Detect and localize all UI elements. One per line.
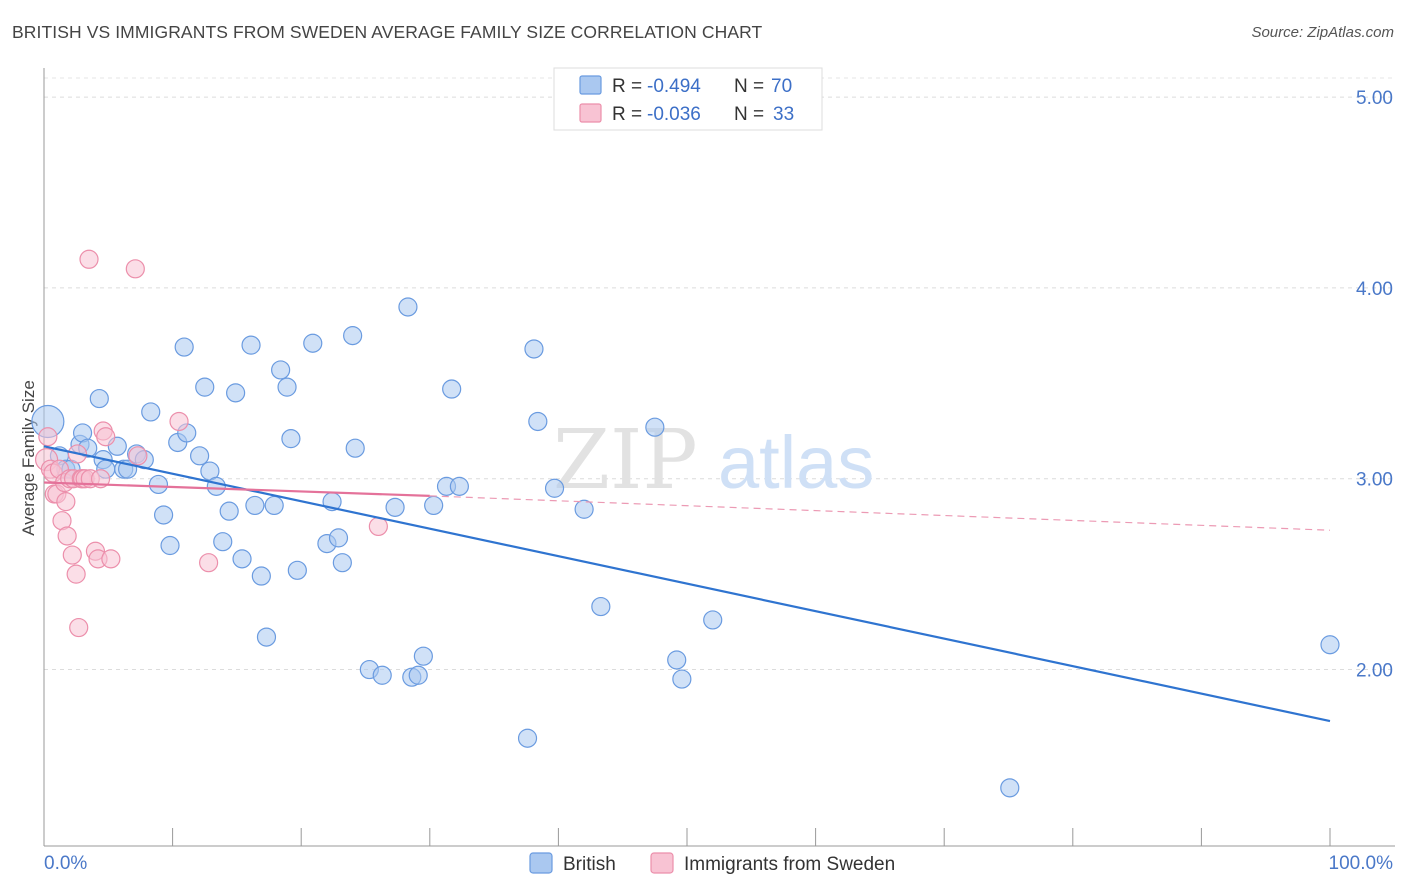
point-british-63 xyxy=(645,417,665,437)
trend-line-sweden xyxy=(43,481,430,497)
point-british-36 xyxy=(277,377,297,397)
source-credit: Source: ZipAtlas.com xyxy=(1251,24,1394,41)
point-british-58 xyxy=(524,339,544,359)
point-british-17 xyxy=(153,505,174,525)
point-british-48 xyxy=(385,497,405,517)
legend-n-label-british: N = xyxy=(734,76,764,97)
point-british-20 xyxy=(174,337,194,357)
point-british-30 xyxy=(241,335,261,355)
point-british-56 xyxy=(449,476,469,496)
point-sweden-14 xyxy=(66,564,86,584)
point-sweden-28 xyxy=(125,259,145,279)
point-british-34 xyxy=(264,495,284,516)
x-tick-label-max: 100.0% xyxy=(1329,853,1394,874)
point-sweden-26 xyxy=(96,427,116,447)
point-british-66 xyxy=(703,610,723,630)
series-legend-sweden: Immigrants from Sweden xyxy=(684,854,895,875)
point-sweden-24 xyxy=(90,469,111,489)
gridlines xyxy=(44,77,1395,671)
legend-r-value-sweden: -0.036 xyxy=(647,104,701,125)
point-british-68 xyxy=(1320,635,1340,655)
point-sweden-1 xyxy=(38,427,58,447)
point-british-22 xyxy=(190,446,210,466)
point-british-38 xyxy=(287,560,307,580)
data-points xyxy=(31,249,1340,798)
chart-title: BRITISH VS IMMIGRANTS FROM SWEDEN AVERAG… xyxy=(12,22,763,42)
y-tick-labels: 2.00 3.00 4.00 5.00 xyxy=(1356,88,1393,681)
point-british-61 xyxy=(574,499,594,519)
point-british-42 xyxy=(328,528,349,548)
correlation-legend: R = -0.494 N = 70 R = -0.036 N = 33 xyxy=(553,67,823,131)
point-british-35 xyxy=(271,360,291,380)
point-british-28 xyxy=(226,383,246,403)
point-british-43 xyxy=(332,553,352,573)
point-british-23 xyxy=(195,377,215,397)
point-british-31 xyxy=(245,495,265,516)
point-british-62 xyxy=(591,596,611,617)
y-tick-label-1: 3.00 xyxy=(1356,470,1393,491)
point-british-53 xyxy=(424,495,444,516)
watermark-atlas: atlas xyxy=(718,421,874,504)
legend-swatch-british xyxy=(579,75,602,95)
point-british-26 xyxy=(213,532,233,552)
point-british-67 xyxy=(1000,778,1020,798)
point-sweden-16 xyxy=(69,617,89,638)
point-british-29 xyxy=(232,549,252,569)
point-sweden-29 xyxy=(128,446,148,466)
trend-line-british xyxy=(43,445,1331,723)
legend-r-label-sweden: R = xyxy=(612,104,642,125)
y-tick-label-2: 4.00 xyxy=(1356,279,1393,300)
point-british-65 xyxy=(672,669,692,689)
series-legend-swatch-sweden xyxy=(650,852,674,874)
watermark: ZIP atlas xyxy=(553,413,874,508)
point-british-44 xyxy=(343,326,363,346)
point-british-18 xyxy=(160,535,180,556)
trend-line-sweden-extended xyxy=(429,495,1331,531)
y-tick-label-3: 5.00 xyxy=(1356,88,1393,109)
series-legend-british: British xyxy=(563,854,616,875)
legend-swatch-sweden xyxy=(579,103,602,123)
point-british-15 xyxy=(141,402,161,422)
point-british-33 xyxy=(256,627,277,647)
legend-r-value-british: -0.494 xyxy=(647,76,701,97)
point-british-60 xyxy=(544,478,565,498)
series-legend: British Immigrants from Sweden xyxy=(529,852,895,875)
legend-n-value-sweden: 33 xyxy=(773,104,794,125)
legend-r-label-british: R = xyxy=(612,76,642,97)
point-british-45 xyxy=(345,438,365,458)
series-legend-swatch-british xyxy=(529,852,553,874)
point-sweden-30 xyxy=(169,411,189,432)
point-sweden-10 xyxy=(57,526,77,546)
point-british-25 xyxy=(206,476,226,496)
point-british-55 xyxy=(442,379,462,399)
point-british-52 xyxy=(413,646,433,666)
point-sweden-20 xyxy=(79,249,99,269)
point-british-7 xyxy=(89,388,109,409)
point-british-64 xyxy=(667,650,687,670)
point-sweden-9 xyxy=(56,492,76,512)
point-sweden-12 xyxy=(62,545,82,565)
point-british-51 xyxy=(408,665,428,685)
point-british-16 xyxy=(148,474,169,495)
point-british-32 xyxy=(251,566,271,586)
point-british-47 xyxy=(372,665,392,685)
watermark-zip: ZIP xyxy=(553,413,698,508)
point-british-59 xyxy=(528,411,548,432)
point-british-27 xyxy=(219,501,239,521)
legend-n-value-british: 70 xyxy=(771,76,792,97)
x-tick-label-min: 0.0% xyxy=(44,853,87,874)
y-tick-label-0: 2.00 xyxy=(1356,661,1393,682)
axes xyxy=(43,68,1395,847)
point-british-37 xyxy=(281,429,301,449)
point-british-49 xyxy=(398,297,418,317)
point-british-39 xyxy=(303,333,323,353)
trend-lines xyxy=(43,445,1331,723)
point-sweden-27 xyxy=(101,549,121,569)
point-sweden-31 xyxy=(199,553,219,573)
legend-n-label-sweden: N = xyxy=(734,104,764,125)
point-british-57 xyxy=(517,728,538,748)
